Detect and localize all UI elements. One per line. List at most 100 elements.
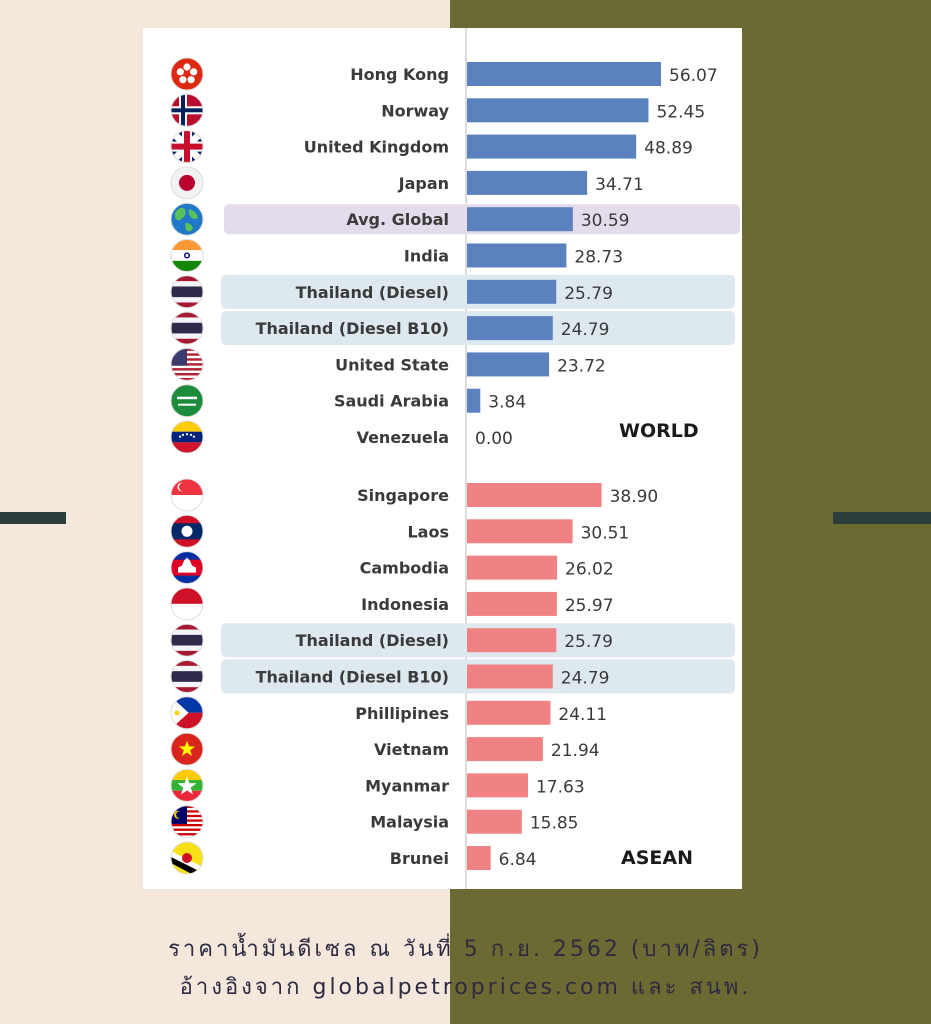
venezuela-flag-icon-outline [170,420,204,454]
vietnam-flag-icon-outline [170,732,204,766]
value-label: 0.00 [475,429,513,449]
world-row: Hong Kong 56.07 [170,57,718,91]
bar [467,98,649,123]
thailand-flag-icon [171,275,203,308]
bar [467,316,553,341]
thailand-flag-icon [171,624,203,657]
asean-section: Singapore 38.90 Laos 30.51 Cambodia 26.02 Indo… [170,478,735,875]
left-side-dash [0,512,66,524]
category-label: United State [335,355,449,374]
hong-kong-flag-icon-outline [170,57,204,91]
chart-card: Hong Kong 56.07 Norway 52.45 United Kingdom 4… [143,28,742,889]
value-label: 56.07 [669,66,718,86]
category-label: Thailand (Diesel) [296,631,449,650]
venezuela-flag-icon [171,421,203,453]
value-label: 21.94 [551,741,600,761]
cambodia-flag-icon [171,551,203,584]
world-section-label: WORLD [619,420,699,442]
bar [467,62,661,86]
value-label: 24.11 [558,705,607,725]
india-flag-icon [171,239,203,272]
usa-flag-icon [171,348,203,381]
uk-flag-icon [171,130,203,163]
asean-row: Indonesia 25.97 [170,587,614,621]
indonesia-flag-icon-outline [170,587,204,621]
world-row: United Kingdom 48.89 [170,130,693,164]
world-section: Hong Kong 56.07 Norway 52.45 United Kingdom 4… [170,57,740,454]
japan-flag-icon-outline [170,166,204,200]
category-label: Brunei [390,849,449,868]
bar [467,279,557,304]
value-label: 23.72 [557,356,606,376]
usa-flag-icon-outline [170,347,204,381]
singapore-flag-icon [171,479,203,511]
bar [467,591,557,616]
thailand-flag-icon-outline [170,660,204,693]
asean-row: Thailand (Diesel B10) 24.79 [170,659,735,694]
world-row: Japan 34.71 [170,166,644,200]
bar [467,483,602,507]
asean-row: Phillipines 24.11 [170,696,607,730]
bar [467,700,551,725]
brunei-flag-icon [171,842,203,874]
bar [467,519,573,544]
thailand-flag-icon-outline [170,623,204,657]
bar [467,809,522,834]
hong-kong-flag-icon [171,58,203,90]
caption-line-2: อ้างอิงจาก globalpetroprices.com และ สนพ… [179,975,752,1000]
value-label: 24.79 [561,320,610,340]
world-row: Norway 52.45 [170,93,705,127]
category-label: Malaysia [370,813,449,832]
category-label: Thailand (Diesel B10) [256,668,449,687]
malaysia-flag-icon-outline [170,805,204,839]
bar [467,628,557,653]
value-label: 52.45 [656,102,705,122]
thailand-flag-icon [171,312,203,345]
bar [467,664,553,689]
thailand-flag-icon-outline [170,311,204,345]
value-label: 17.63 [536,777,585,797]
bar [467,846,491,870]
value-label: 3.84 [488,393,526,413]
singapore-flag-icon-outline [170,478,204,512]
category-label: United Kingdom [304,138,449,157]
thailand-flag-icon-outline [170,275,204,309]
category-label: Norway [381,101,449,120]
asean-row: Brunei 6.84 [170,841,537,875]
value-label: 24.79 [561,669,610,689]
category-label: Cambodia [360,559,449,578]
category-label: Laos [407,522,449,541]
bar [467,773,528,798]
laos-flag-icon [171,515,203,548]
asean-row: Malaysia 15.85 [170,805,579,839]
category-label: India [404,247,449,266]
bar [467,134,637,159]
bar [467,207,573,232]
value-label: 30.51 [581,523,630,543]
category-label: Thailand (Diesel) [296,283,449,302]
globe-icon [171,203,203,236]
value-label: 25.97 [565,596,614,616]
asean-row: Singapore 38.90 [170,478,658,512]
value-label: 15.85 [530,814,579,834]
value-label: 25.79 [564,632,613,652]
value-label: 6.84 [499,850,537,870]
bar [467,352,550,377]
world-row: India 28.73 [170,239,623,272]
category-label: Phillipines [355,704,449,723]
asean-row: Vietnam 21.94 [170,732,600,766]
indonesia-flag-icon [171,587,203,620]
value-label: 34.71 [595,175,644,195]
globe-icon-outline [170,202,204,236]
asean-row: Laos 30.51 [170,514,630,548]
right-side-dash [833,512,931,524]
asean-section-label: ASEAN [621,847,693,869]
category-label: Saudi Arabia [334,392,449,411]
category-label: Thailand (Diesel B10) [256,319,449,338]
india-flag-icon-outline [170,239,204,272]
value-label: 25.79 [564,284,613,304]
category-label: Myanmar [365,776,449,795]
myanmar-flag-icon-outline [170,768,204,802]
thailand-flag-icon [171,660,203,693]
philippines-flag-icon [171,696,203,729]
